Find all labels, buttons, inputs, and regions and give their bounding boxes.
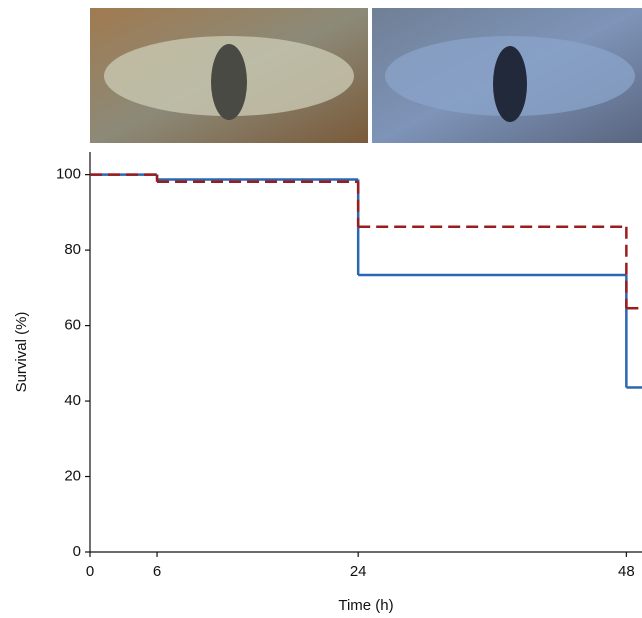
y-tick-label: 80: [64, 241, 81, 258]
y-tick-label: 60: [64, 317, 81, 334]
moth-body: [493, 46, 527, 122]
x-axis-label: Time (h): [338, 597, 393, 614]
x-tick-label: 6: [153, 563, 161, 580]
y-tick-label: 100: [56, 166, 81, 183]
page: Time (h) Survival (%) 0 20 40 60 80 100 0 6 24 48…: [0, 0, 642, 618]
moth-body: [211, 44, 247, 120]
x-tick-label: 0: [86, 563, 94, 580]
x-tick-label: 48: [618, 563, 635, 580]
y-tick-label: 20: [64, 467, 81, 484]
y-axis-label: Survival (%): [13, 312, 30, 393]
x-tick-label: 24: [350, 563, 367, 580]
chart: Time (h) Survival (%) 0 20 40 60 80 100 0 6 24 48: [0, 0, 642, 618]
y-tick-label: 0: [73, 543, 81, 560]
y-tick-label: 40: [64, 392, 81, 409]
